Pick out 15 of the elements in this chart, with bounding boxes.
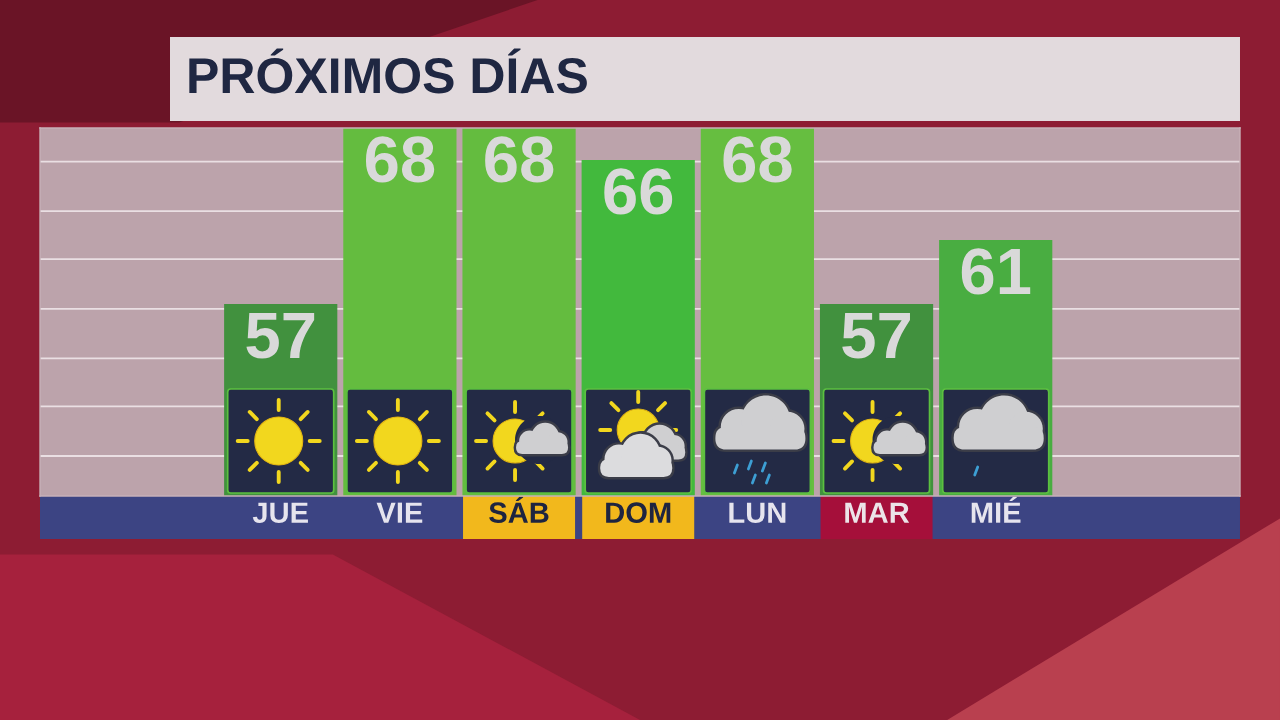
data-label: 68 [365,136,435,183]
x-tick-label: LUN [729,502,786,523]
x-tick-label: MIÉ [971,496,1021,523]
data-label: 68 [485,136,554,183]
x-tick-label: JUE [252,502,308,523]
data-label: 68 [723,136,792,183]
data-label: 61 [961,248,1031,295]
data-label: 57 [246,312,315,359]
chart-title: PRÓXIMOS DÍAS [189,48,587,94]
data-label: 57 [842,312,910,359]
x-tick-label: SÁB [489,496,549,523]
x-tick-label: MAR [845,502,910,523]
data-label: 66 [604,168,673,215]
x-tick-label: VIE [376,502,423,523]
x-tick-label: DOM [606,502,671,523]
